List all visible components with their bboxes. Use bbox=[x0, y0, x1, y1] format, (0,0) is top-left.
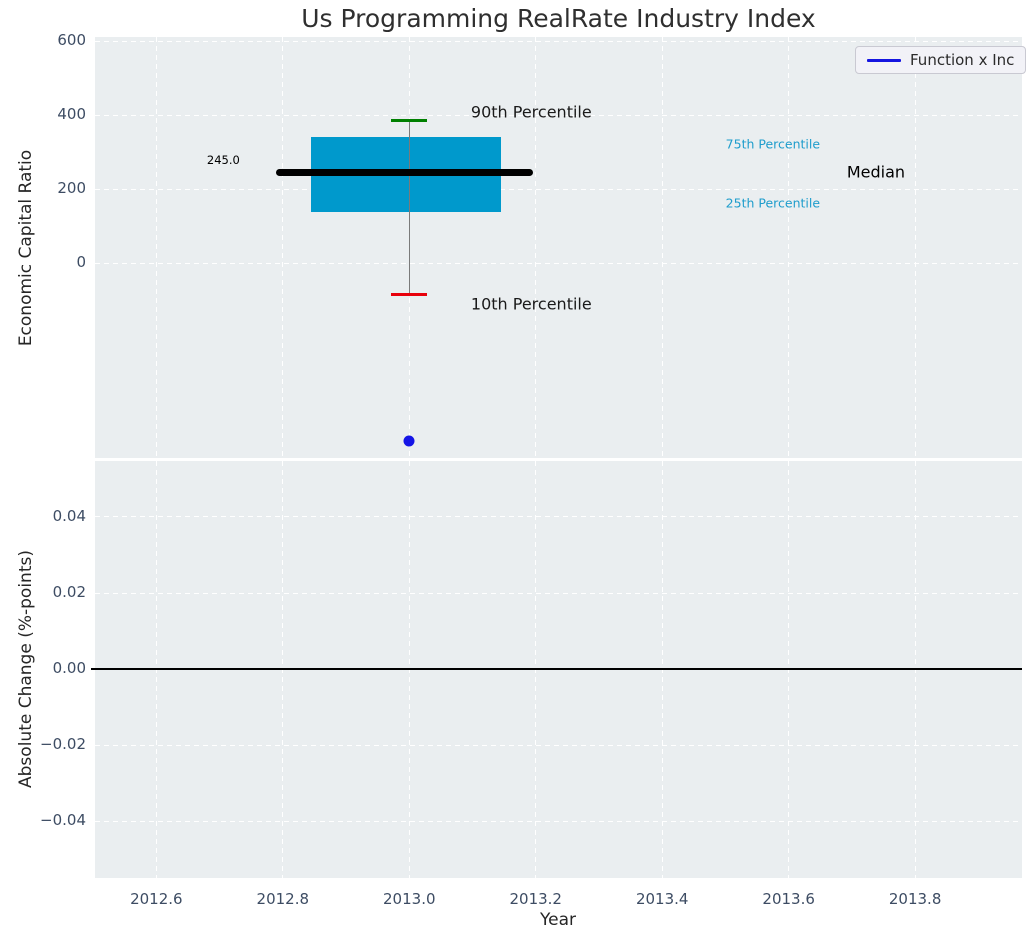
y-tick-label: 400 bbox=[57, 105, 86, 124]
p90-cap bbox=[391, 119, 428, 123]
gridline-horizontal bbox=[95, 516, 1022, 518]
annotation-25th-percentile: 25th Percentile bbox=[725, 195, 821, 211]
legend-label: Function x Inc bbox=[910, 51, 1015, 69]
gridline-vertical bbox=[914, 37, 916, 458]
zero-line bbox=[91, 668, 1022, 671]
y-tick-label: 0.00 bbox=[52, 659, 86, 678]
gridline-vertical bbox=[661, 37, 663, 458]
gridline-vertical bbox=[282, 37, 284, 458]
chart-title: Us Programming RealRate Industry Index bbox=[301, 4, 816, 33]
gridline-horizontal bbox=[95, 188, 1022, 190]
annotation-median: Median bbox=[846, 162, 906, 182]
data-point bbox=[403, 435, 415, 447]
x-tick-label: 2012.8 bbox=[256, 890, 310, 908]
gridline-vertical bbox=[155, 37, 157, 458]
gridline-horizontal bbox=[95, 592, 1022, 594]
x-tick-label: 2013.6 bbox=[762, 890, 815, 908]
y-tick-label: 0.02 bbox=[52, 583, 86, 602]
x-axis-label: Year bbox=[540, 910, 576, 930]
gridline-vertical bbox=[535, 37, 537, 458]
gridline-horizontal bbox=[95, 744, 1022, 746]
x-tick-label: 2013.8 bbox=[888, 890, 942, 908]
whisker-line bbox=[408, 120, 411, 295]
gridline-horizontal bbox=[95, 114, 1022, 116]
annotation-10th-percentile: 10th Percentile bbox=[470, 294, 592, 314]
x-tick-label: 2013.2 bbox=[509, 890, 562, 908]
y-tick-label: 0 bbox=[76, 253, 86, 272]
y-tick-label: −0.02 bbox=[40, 735, 86, 754]
gridline-vertical bbox=[788, 37, 790, 458]
top-plot-area: 245.0 90th Percentile 10th Percentile 75th … bbox=[95, 37, 1022, 458]
x-tick-label: 2012.6 bbox=[130, 890, 183, 908]
bottom-plot-area bbox=[91, 461, 1022, 878]
y-tick-label: 600 bbox=[57, 31, 86, 50]
x-tick-label: 2013.0 bbox=[383, 890, 436, 908]
median-line bbox=[276, 168, 533, 176]
gridline-horizontal bbox=[95, 40, 1022, 42]
annotation-75th-percentile: 75th Percentile bbox=[725, 136, 821, 152]
annotation-245-0: 245.0 bbox=[206, 153, 240, 168]
y-tick-label: 0.04 bbox=[52, 506, 86, 525]
legend: Function x Inc bbox=[855, 46, 1027, 74]
gridline-horizontal bbox=[95, 262, 1022, 264]
y-tick-label: −0.04 bbox=[40, 811, 86, 830]
p10-cap bbox=[391, 292, 428, 296]
y-tick-label: 200 bbox=[57, 179, 86, 198]
gridline-horizontal bbox=[95, 820, 1022, 822]
legend-line-icon bbox=[867, 58, 901, 62]
annotation-90th-percentile: 90th Percentile bbox=[470, 102, 592, 122]
x-tick-label: 2013.4 bbox=[635, 890, 689, 908]
